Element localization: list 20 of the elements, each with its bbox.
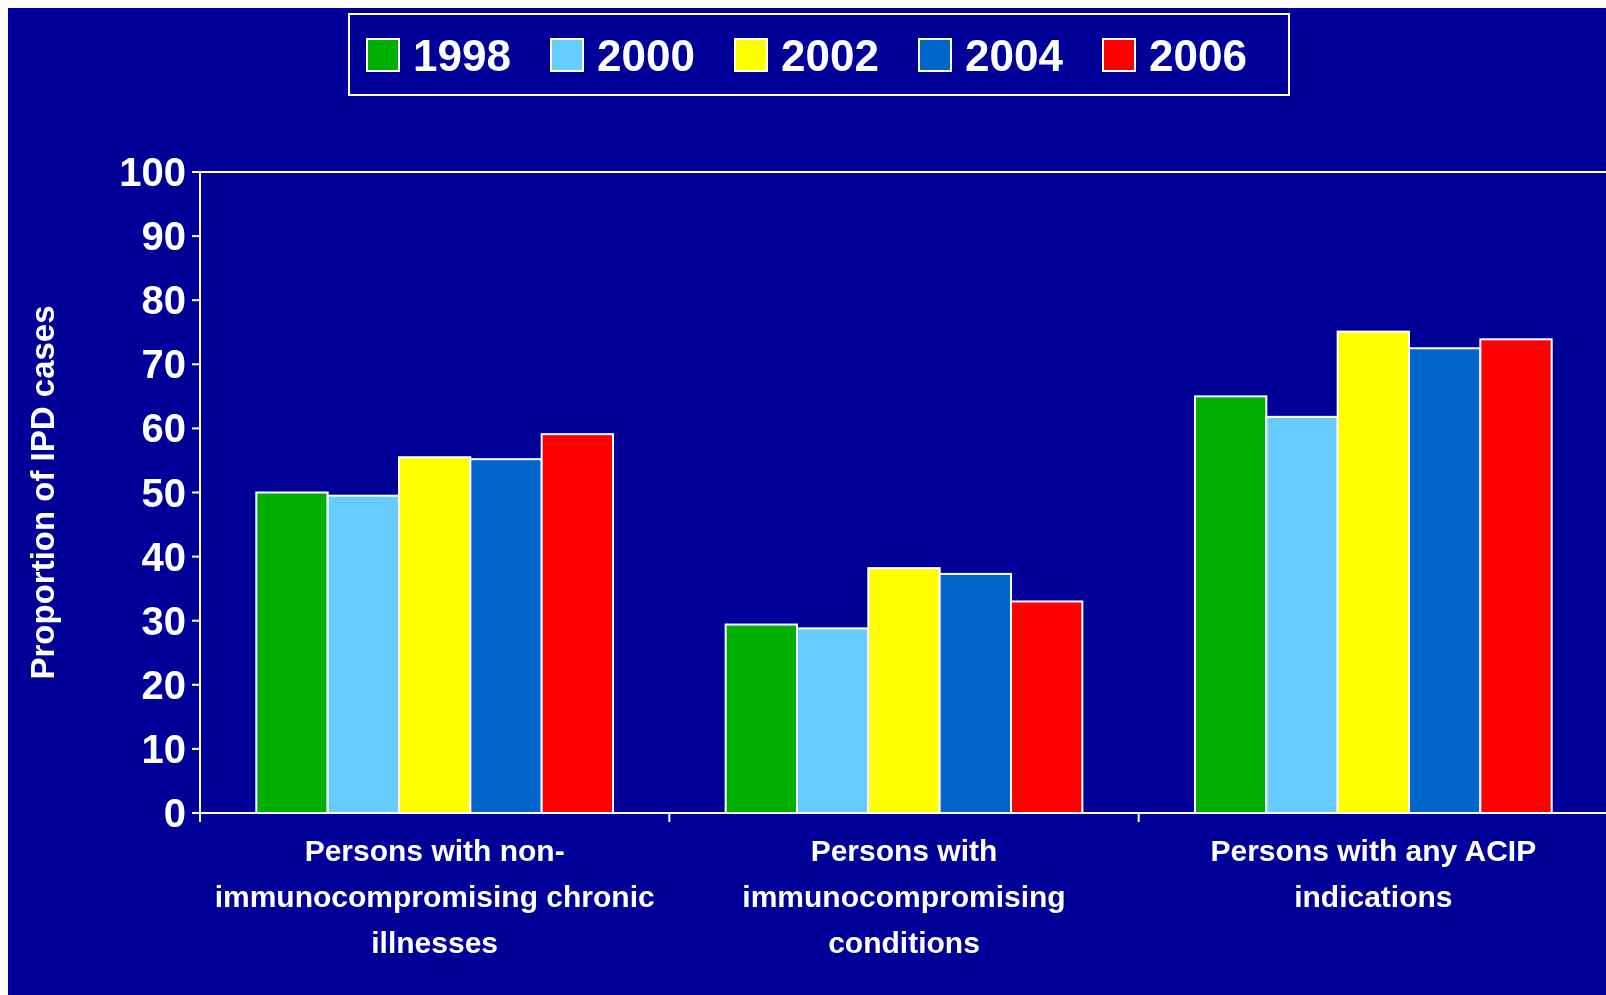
y-tick-label: 70 bbox=[141, 342, 186, 387]
legend-label: 2000 bbox=[597, 30, 695, 80]
legend-label: 2002 bbox=[781, 30, 879, 80]
y-tick-label: 60 bbox=[141, 406, 186, 451]
y-tick-label: 40 bbox=[141, 534, 186, 579]
x-tick-label: Persons with any ACIP indications bbox=[1210, 834, 1537, 913]
y-tick-label: 20 bbox=[141, 662, 186, 707]
y-tick-label: 50 bbox=[141, 470, 186, 515]
y-tick-label: 80 bbox=[141, 278, 186, 323]
y-tick-label: 90 bbox=[141, 214, 186, 259]
y-tick-label: 0 bbox=[163, 791, 186, 835]
legend-label: 2006 bbox=[1149, 30, 1247, 80]
y-axis-title: Proportion of IPD cases bbox=[24, 305, 61, 680]
legend-label: 1998 bbox=[413, 30, 511, 80]
x-tick-label: Persons with immunocompromising conditions bbox=[742, 834, 1066, 959]
x-tick-label: Persons with non-immunocompromising chronic illnesses bbox=[214, 834, 655, 959]
y-tick-label: 100 bbox=[119, 150, 186, 194]
y-tick-label: 10 bbox=[141, 726, 186, 771]
y-tick-label: 30 bbox=[141, 598, 186, 643]
legend-label: 2004 bbox=[965, 30, 1064, 80]
